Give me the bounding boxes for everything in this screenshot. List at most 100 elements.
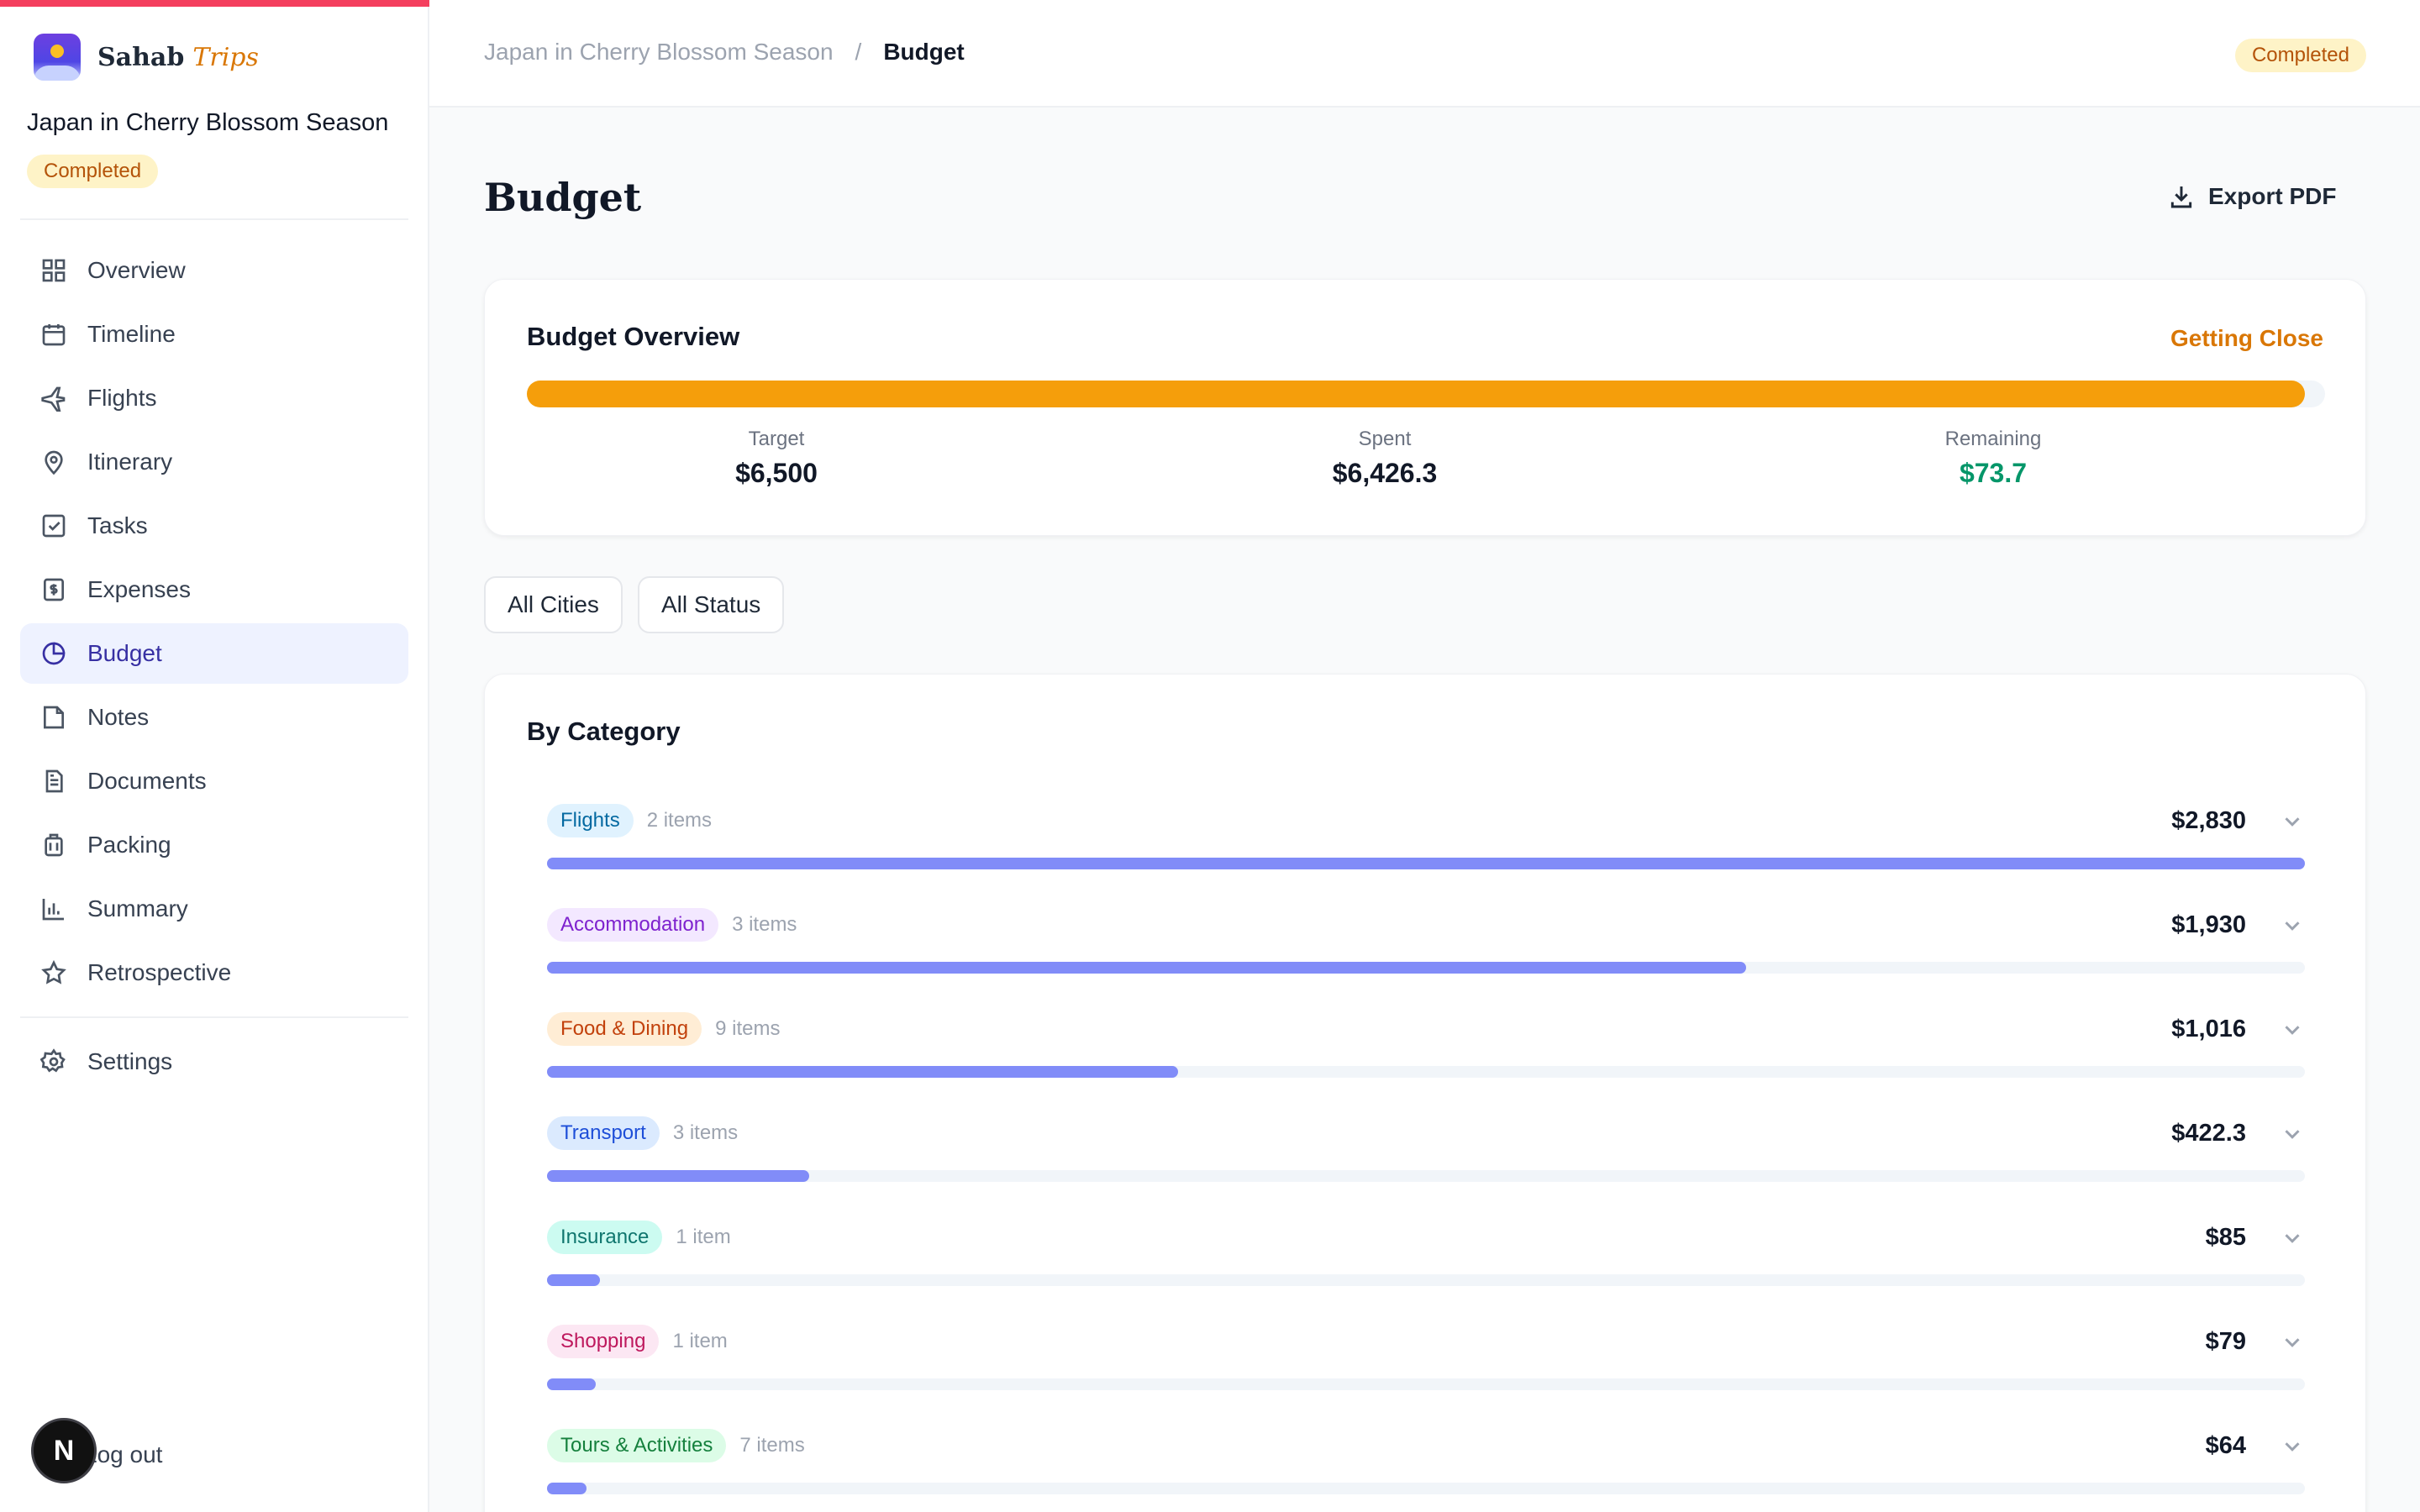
sidebar-item-label: Flights (87, 385, 157, 411)
sidebar-item-documents[interactable]: Documents (20, 751, 408, 811)
category-header: Shopping 1 item $79 (547, 1323, 2305, 1360)
stat-value: $6,426.3 (1332, 458, 1438, 488)
category-item-count: 2 items (646, 809, 713, 832)
chevron-down-icon[interactable] (2280, 1226, 2305, 1251)
chevron-down-icon[interactable] (2280, 809, 2305, 834)
stat-value: $6,500 (735, 458, 818, 488)
category-amount: $64 (2205, 1432, 2246, 1459)
stat-label: Spent (1358, 428, 1412, 450)
sidebar-item-summary[interactable]: Summary (20, 879, 408, 939)
category-bar-track (547, 1274, 2305, 1286)
sidebar-item-budget[interactable]: Budget (20, 623, 408, 684)
sidebar-item-label: Budget (87, 640, 162, 666)
stat-spent: Spent $6,426.3 (1217, 428, 1553, 489)
sidebar-item-label: Settings (87, 1048, 173, 1074)
sidebar-item-label: Summary (87, 895, 188, 921)
category-bar-fill (547, 962, 1746, 974)
category-row[interactable]: Transport 3 items $422.3 (547, 1115, 2305, 1199)
dev-tools-button[interactable]: N (31, 1418, 97, 1483)
sidebar-item-retrospective[interactable]: Retrospective (20, 942, 408, 1003)
category-item-count: 9 items (715, 1017, 781, 1040)
receipt-dollar-icon (44, 578, 64, 601)
sidebar-item-settings[interactable]: Settings (20, 1032, 408, 1092)
category-header: Insurance 1 item $85 (547, 1219, 2305, 1256)
chevron-down-icon[interactable] (2280, 1434, 2305, 1459)
breadcrumb-parent[interactable]: Japan in Cherry Blossom Season (484, 39, 834, 65)
category-bar-fill (547, 1170, 810, 1182)
divider (20, 1016, 408, 1018)
stat-label: Remaining (1944, 428, 2042, 450)
category-bar-track (547, 1378, 2305, 1390)
category-bar-fill (547, 1483, 587, 1494)
status-badge: Completed (2234, 39, 2366, 72)
calendar-icon (42, 324, 66, 346)
sidebar-item-timeline[interactable]: Timeline (20, 304, 408, 365)
status-filter-dropdown[interactable]: All Status (638, 576, 785, 633)
logout-link[interactable]: Log out (84, 1441, 163, 1467)
divider (20, 218, 408, 220)
budget-overview-card: Budget Overview Getting Close Target $6,… (484, 279, 2366, 536)
category-header: Flights 2 items $2,830 (547, 802, 2305, 839)
sidebar-item-tasks[interactable]: Tasks (20, 496, 408, 556)
export-pdf-button[interactable]: Export PDF (2168, 183, 2336, 210)
category-item-count: 1 item (672, 1330, 728, 1352)
category-bar-fill (547, 858, 2305, 869)
category-row[interactable]: Flights 2 items $2,830 (547, 802, 2305, 886)
category-row[interactable]: Shopping 1 item $79 (547, 1323, 2305, 1407)
category-row[interactable]: Insurance 1 item $85 (547, 1219, 2305, 1303)
category-amount: $2,830 (2171, 807, 2246, 834)
sidebar-item-notes[interactable]: Notes (20, 687, 408, 748)
star-icon (41, 959, 66, 984)
top-accent-bar (0, 0, 429, 7)
category-tag: Transport (547, 1116, 660, 1150)
category-amount: $1,930 (2171, 911, 2246, 938)
plane-icon (41, 386, 66, 412)
sidebar-item-label: Overview (87, 257, 186, 283)
stat-value: $73.7 (1959, 458, 2028, 488)
category-bar-track (547, 858, 2305, 869)
category-amount: $85 (2205, 1224, 2246, 1251)
sidebar-item-overview[interactable]: Overview (20, 240, 408, 301)
category-row[interactable]: Tours & Activities 7 items $64 (547, 1427, 2305, 1511)
category-tag: Tours & Activities (547, 1429, 727, 1462)
brand[interactable]: Sahab Trips (34, 34, 259, 81)
category-bar-track (547, 1483, 2305, 1494)
chevron-down-icon[interactable] (2280, 913, 2305, 938)
category-amount: $422.3 (2171, 1120, 2246, 1147)
category-header: Accommodation 3 items $1,930 (547, 906, 2305, 943)
sidebar-item-expenses[interactable]: Expenses (20, 559, 408, 620)
sidebar-item-flights[interactable]: Flights (20, 368, 408, 428)
category-header: Transport 3 items $422.3 (547, 1115, 2305, 1152)
bar-chart-icon (42, 899, 64, 921)
category-bar-track (547, 962, 2305, 974)
sidebar-item-label: Timeline (87, 321, 176, 347)
chevron-down-icon[interactable] (2280, 1017, 2305, 1042)
card-title: By Category (527, 717, 681, 746)
grid-icon (42, 259, 66, 282)
sidebar-item-itinerary[interactable]: Itinerary (20, 432, 408, 492)
chevron-down-icon[interactable] (2280, 1121, 2305, 1147)
sidebar-item-label: Retrospective (87, 959, 232, 985)
sidebar-item-label: Tasks (87, 512, 148, 538)
category-item-count: 1 item (676, 1226, 731, 1248)
category-item-count: 3 items (672, 1121, 739, 1144)
stat-remaining: Remaining $73.7 (1825, 428, 2161, 489)
sidebar-item-packing[interactable]: Packing (20, 815, 408, 875)
budget-progress-track (527, 381, 2325, 407)
breadcrumb-separator: / (855, 39, 862, 65)
category-row[interactable]: Food & Dining 9 items $1,016 (547, 1011, 2305, 1095)
category-tag: Shopping (547, 1325, 660, 1358)
chevron-down-icon[interactable] (2280, 1330, 2305, 1355)
category-tag: Insurance (547, 1221, 663, 1254)
brand-accent: Trips (192, 42, 259, 72)
sidebar-item-label: Notes (87, 704, 150, 730)
category-bar-track (547, 1170, 2305, 1182)
category-bar-fill (547, 1378, 597, 1390)
category-header: Food & Dining 9 items $1,016 (547, 1011, 2305, 1047)
pie-chart-icon (42, 642, 66, 665)
category-row[interactable]: Accommodation 3 items $1,930 (547, 906, 2305, 990)
category-tag: Accommodation (547, 908, 719, 942)
status-badge: Completed (27, 155, 159, 188)
city-filter-dropdown[interactable]: All Cities (484, 576, 623, 633)
map-pin-icon (45, 450, 63, 475)
